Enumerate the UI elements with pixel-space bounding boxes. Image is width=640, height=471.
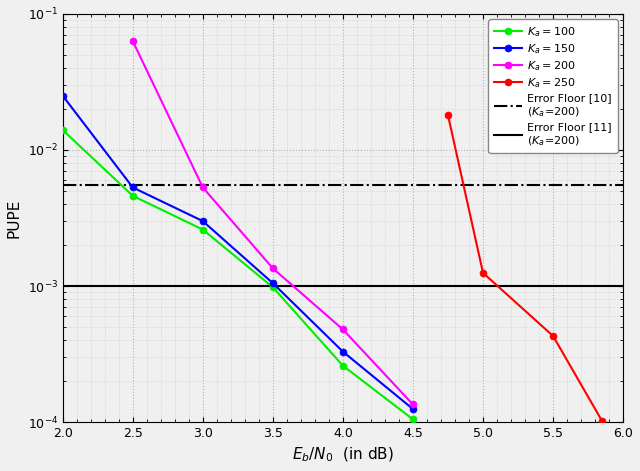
X-axis label: $E_b/N_0$  (in dB): $E_b/N_0$ (in dB) xyxy=(292,446,394,464)
Legend: $K_{a}=100$, $K_{a}=150$, $K_{a}=200$, $K_{a}=250$, Error Floor [10]
$(K_a\!=\!2: $K_{a}=100$, $K_{a}=150$, $K_{a}=200$, $… xyxy=(488,19,618,154)
Y-axis label: PUPE: PUPE xyxy=(7,198,22,238)
